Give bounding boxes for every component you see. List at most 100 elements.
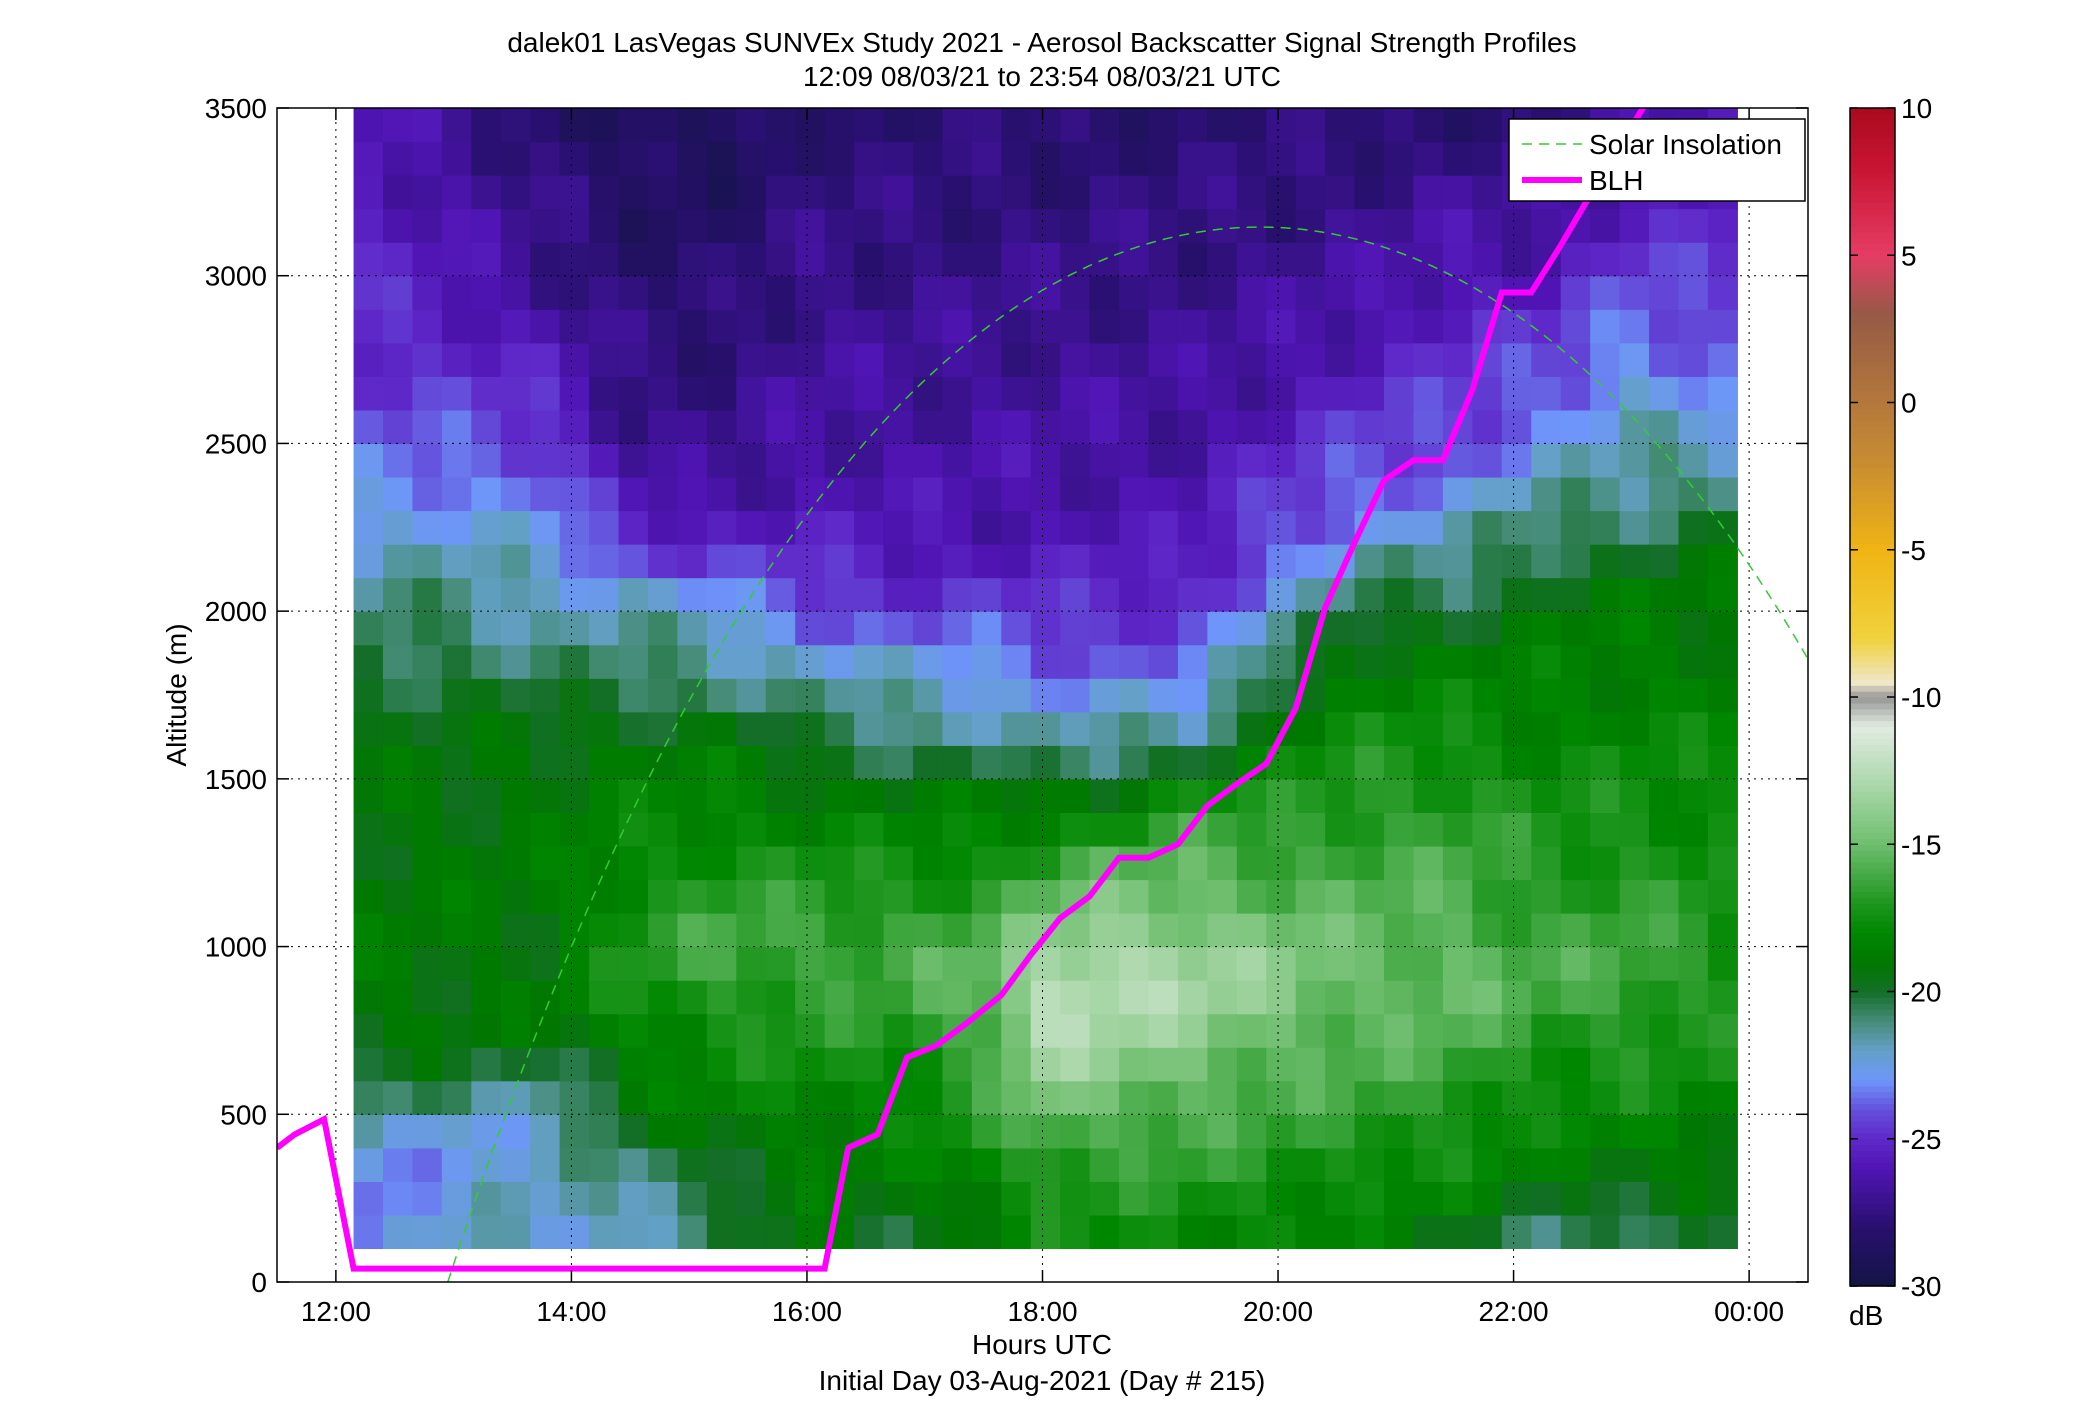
- heatmap-cell: [883, 611, 914, 646]
- heatmap-cell: [765, 342, 796, 377]
- heatmap-cell: [412, 946, 443, 981]
- heatmap-cell: [824, 275, 855, 310]
- colorbar-segment: [1850, 243, 1895, 250]
- heatmap-cell: [1590, 1181, 1621, 1216]
- colorbar-segment: [1850, 685, 1895, 692]
- y-tick-label: 3000: [205, 261, 267, 292]
- colorbar-segment: [1850, 720, 1895, 728]
- heatmap-cell: [1501, 611, 1532, 646]
- heatmap-cell: [854, 611, 885, 646]
- heatmap-cell: [1678, 1114, 1709, 1149]
- heatmap-cell: [854, 175, 885, 210]
- heatmap-cell: [471, 577, 502, 612]
- heatmap-cell: [1266, 376, 1297, 411]
- heatmap-cell: [1413, 208, 1444, 243]
- heatmap-cell: [589, 812, 620, 847]
- heatmap-cell: [736, 1080, 767, 1115]
- heatmap-cell: [942, 1114, 973, 1149]
- heatmap-cell: [1560, 242, 1591, 277]
- heatmap-cell: [1354, 980, 1385, 1015]
- heatmap-cell: [1413, 544, 1444, 579]
- heatmap-cell: [883, 1147, 914, 1182]
- heatmap-cell: [1266, 443, 1297, 478]
- heatmap-cell: [1295, 510, 1326, 545]
- heatmap-cell: [471, 510, 502, 545]
- colorbar-segment: [1850, 767, 1895, 775]
- colorbar-segment: [1850, 738, 1895, 745]
- heatmap-cell: [382, 376, 414, 411]
- colorbar-segment: [1850, 1232, 1895, 1240]
- heatmap-cell: [1295, 879, 1326, 914]
- heatmap-cell: [1442, 1013, 1473, 1048]
- heatmap-cell: [647, 376, 679, 411]
- heatmap-cell: [1030, 242, 1061, 277]
- heatmap-cell: [1236, 510, 1267, 545]
- heatmap-cell: [1501, 812, 1532, 847]
- colorbar-segment: [1850, 797, 1895, 804]
- heatmap-cell: [706, 879, 737, 914]
- heatmap-cell: [1030, 1214, 1061, 1250]
- heatmap-cell: [1089, 175, 1120, 210]
- colorbar-segment: [1850, 373, 1895, 380]
- heatmap-cell: [1266, 108, 1297, 143]
- heatmap-cell: [1354, 275, 1385, 310]
- x-axis-ticks: 12:00 14:00 16:00 18:00 20:00 22:00 00:00: [301, 108, 1784, 1327]
- heatmap-cell: [1531, 1147, 1562, 1182]
- heatmap-cell: [1295, 1147, 1326, 1182]
- heatmap-cell: [1177, 1013, 1208, 1048]
- heatmap-cell: [1678, 309, 1709, 344]
- heatmap-cell: [1560, 913, 1591, 948]
- heatmap-cell: [441, 544, 472, 579]
- heatmap-cell: [1649, 476, 1680, 512]
- heatmap-cell: [589, 409, 620, 445]
- heatmap-cell: [1030, 208, 1061, 243]
- heatmap-cell: [706, 644, 737, 679]
- heatmap-cell: [1413, 980, 1444, 1015]
- colorbar-segment: [1850, 608, 1895, 616]
- heatmap-cell: [589, 510, 620, 545]
- heatmap-cell: [412, 443, 443, 478]
- heatmap-cell: [1649, 913, 1680, 948]
- heatmap-cell: [353, 141, 384, 176]
- heatmap-cell: [1001, 208, 1032, 243]
- colorbar-segment: [1850, 361, 1895, 368]
- heatmap-cell: [589, 1181, 620, 1216]
- heatmap-cell: [1531, 1080, 1562, 1115]
- heatmap-cell: [795, 678, 826, 713]
- heatmap-cell: [1384, 845, 1415, 881]
- heatmap-cell: [1531, 409, 1562, 445]
- heatmap-cell: [1325, 678, 1356, 713]
- heatmap-cell: [1619, 409, 1650, 445]
- colorbar-segment: [1850, 632, 1895, 639]
- heatmap-cell: [1148, 879, 1179, 914]
- heatmap-cell: [942, 275, 973, 310]
- heatmap-cell: [765, 443, 796, 478]
- heatmap-cell: [736, 1013, 767, 1048]
- heatmap-cell: [1119, 476, 1150, 512]
- heatmap-cell: [1295, 745, 1326, 780]
- heatmap-cell: [618, 879, 649, 914]
- heatmap-cell: [736, 980, 767, 1015]
- heatmap-cell: [912, 409, 943, 445]
- heatmap-cell: [1413, 376, 1444, 411]
- heatmap-cell: [1089, 577, 1120, 612]
- x-tick-label: 14:00: [536, 1296, 606, 1327]
- heatmap-cell: [1501, 678, 1532, 713]
- heatmap-cell: [559, 544, 590, 579]
- heatmap-cell: [706, 309, 737, 344]
- heatmap-cell: [1325, 342, 1356, 377]
- heatmap-cell: [1001, 1181, 1032, 1216]
- colorbar-segment: [1850, 697, 1895, 704]
- colorbar-segment: [1850, 261, 1895, 268]
- heatmap-cell: [471, 342, 502, 377]
- heatmap-cell: [765, 1147, 796, 1182]
- colorbar-segment: [1850, 1268, 1895, 1275]
- colorbar-segment: [1850, 237, 1895, 245]
- colorbar-segment: [1850, 355, 1895, 362]
- heatmap-cell: [942, 409, 973, 445]
- heatmap-cell: [912, 275, 943, 310]
- heatmap-cell: [1001, 175, 1032, 210]
- heatmap-cell: [1148, 175, 1179, 210]
